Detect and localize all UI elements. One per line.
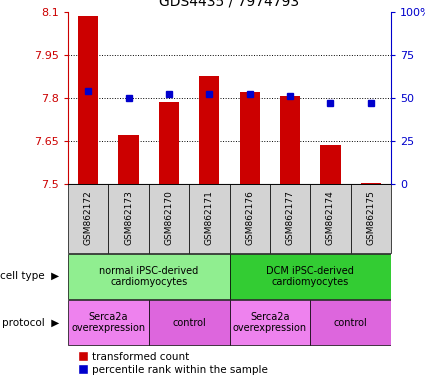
Text: GSM862172: GSM862172: [84, 190, 93, 245]
Bar: [68, 254, 230, 299]
Text: GSM862176: GSM862176: [245, 190, 254, 245]
Bar: [68, 300, 149, 345]
Legend: transformed count, percentile rank within the sample: transformed count, percentile rank withi…: [73, 348, 272, 379]
Text: GSM862175: GSM862175: [366, 190, 375, 245]
Bar: [68, 184, 108, 253]
Bar: [108, 184, 149, 253]
Text: GSM862174: GSM862174: [326, 190, 335, 245]
Bar: [361, 183, 381, 184]
Text: DCM iPSC-derived
cardiomyocytes: DCM iPSC-derived cardiomyocytes: [266, 266, 354, 287]
Bar: [280, 96, 300, 184]
Bar: [230, 184, 270, 253]
Text: GSM862173: GSM862173: [124, 190, 133, 245]
Bar: [189, 184, 230, 253]
Text: Serca2a
overexpression: Serca2a overexpression: [71, 312, 145, 333]
Text: Serca2a
overexpression: Serca2a overexpression: [233, 312, 307, 333]
Bar: [78, 16, 98, 184]
Bar: [199, 76, 219, 184]
Bar: [149, 300, 230, 345]
Title: GDS4435 / 7974793: GDS4435 / 7974793: [159, 0, 300, 9]
Text: control: control: [334, 318, 368, 328]
Text: normal iPSC-derived
cardiomyocytes: normal iPSC-derived cardiomyocytes: [99, 266, 198, 287]
Bar: [310, 184, 351, 253]
Text: GSM862170: GSM862170: [164, 190, 173, 245]
Bar: [119, 135, 139, 184]
Bar: [240, 92, 260, 184]
Bar: [230, 300, 310, 345]
Bar: [270, 184, 310, 253]
Bar: [159, 102, 179, 184]
Text: control: control: [172, 318, 206, 328]
Bar: [351, 184, 391, 253]
Bar: [230, 254, 391, 299]
Text: GSM862177: GSM862177: [286, 190, 295, 245]
Text: protocol  ▶: protocol ▶: [2, 318, 60, 328]
Bar: [320, 146, 340, 184]
Text: cell type  ▶: cell type ▶: [0, 271, 60, 281]
Bar: [149, 184, 189, 253]
Bar: [310, 300, 391, 345]
Text: GSM862171: GSM862171: [205, 190, 214, 245]
